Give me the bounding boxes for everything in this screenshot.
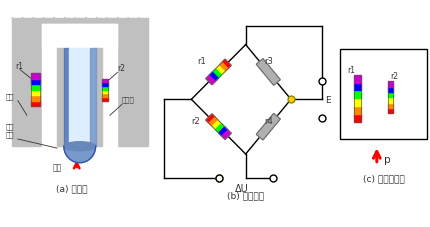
Bar [102,87,108,90]
Text: 压力: 压力 [52,162,61,171]
Bar [256,131,265,140]
Bar [57,49,64,147]
Bar [221,131,230,140]
Bar [12,19,147,25]
Bar [270,77,280,86]
Bar [31,79,40,85]
Bar [387,93,393,98]
Bar [261,66,271,75]
Text: r1: r1 [197,57,205,66]
Bar [387,82,393,114]
Bar [31,101,40,107]
Bar [353,99,360,107]
Bar [102,79,108,83]
Text: r3: r3 [263,57,272,66]
Bar [267,117,277,126]
Bar [256,114,280,140]
Bar [12,49,42,147]
Bar [387,98,393,103]
Bar [218,127,227,137]
Bar [117,49,147,147]
Bar [256,59,265,69]
Bar [102,98,108,101]
Text: E: E [325,95,330,104]
Bar [353,107,360,114]
Text: 外壳: 外壳 [6,93,14,99]
Bar [261,124,271,133]
Bar [387,103,393,109]
Polygon shape [64,147,95,163]
Bar [258,128,268,137]
Text: (b) 测量桥路: (b) 测量桥路 [227,191,264,200]
Text: r1: r1 [346,65,354,74]
Bar [206,114,215,124]
Bar [215,66,224,76]
Bar [353,114,360,122]
Bar [353,91,360,99]
Text: p: p [383,155,389,165]
Bar [102,90,108,94]
Bar [102,94,108,98]
Bar [267,73,277,82]
Bar [206,114,230,140]
Bar [387,109,393,114]
Bar [353,75,360,122]
Ellipse shape [64,142,95,151]
Bar [69,49,90,147]
Bar [12,25,147,49]
Bar [218,63,227,72]
Text: r2: r2 [117,63,125,72]
Text: 应变筒: 应变筒 [122,96,135,103]
Bar [270,114,280,123]
Bar [209,118,218,127]
Bar [31,74,40,79]
Bar [387,82,393,87]
Text: 密封
膜片: 密封 膜片 [6,123,14,137]
Bar [212,69,221,79]
Bar [31,96,40,101]
Bar [64,49,69,147]
Bar [258,63,268,72]
Bar [31,90,40,96]
Text: r2: r2 [390,72,397,81]
Bar [31,74,40,107]
Bar [264,70,274,79]
Text: ΔU: ΔU [235,183,249,193]
Bar [42,25,117,49]
Bar [102,83,108,87]
Bar [95,49,102,147]
Bar [209,73,218,82]
Text: r2: r2 [191,116,200,126]
Text: (a) 结构图: (a) 结构图 [56,183,88,192]
Bar [102,49,117,147]
Bar [256,59,280,86]
Bar [264,121,274,130]
Bar [387,87,393,93]
Bar [206,60,230,85]
Bar [206,76,215,85]
Text: r4: r4 [263,116,272,126]
Bar [353,76,360,83]
Bar [90,49,95,147]
Bar [31,85,40,90]
Bar [339,50,426,139]
Text: (c) 受力示意图: (c) 受力示意图 [362,174,403,183]
Text: r1: r1 [15,62,23,71]
Bar [215,124,224,133]
Bar [353,83,360,91]
Bar [42,49,57,147]
Bar [42,25,117,49]
Bar [212,121,221,130]
Bar [221,60,230,69]
Bar [102,79,108,101]
